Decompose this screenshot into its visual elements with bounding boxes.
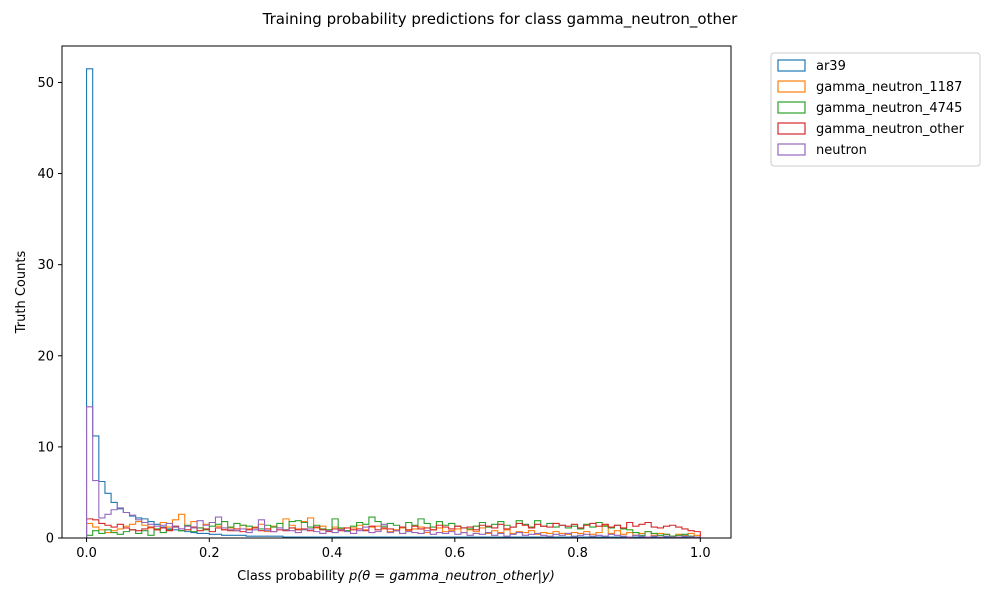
- series-gamma_neutron_other: [86, 518, 701, 538]
- x-tick-label: 0.0: [76, 546, 97, 561]
- x-tick-label: 1.0: [690, 546, 711, 561]
- series-gamma_neutron_4745: [86, 516, 701, 538]
- y-tick-label: 30: [37, 258, 54, 273]
- plot-frame: [61, 45, 732, 539]
- series-neutron: [86, 406, 701, 538]
- x-axis-label: Class probability p(θ = gamma_neutron_ot…: [237, 569, 555, 584]
- x-axis-label-math: p(θ = gamma_neutron_other|y): [348, 569, 555, 584]
- y-tick-label: 50: [37, 76, 54, 91]
- x-tick-label: 0.6: [444, 546, 465, 561]
- legend-label-neutron: neutron: [816, 143, 867, 158]
- legend: ar39 gamma_neutron_1187 gamma_neutron_4745…: [770, 52, 981, 167]
- legend-label-gamma_neutron_other: gamma_neutron_other: [816, 122, 965, 137]
- y-tick-label: 40: [37, 167, 54, 182]
- x-tick-label: 0.2: [199, 546, 220, 561]
- y-tick-label: 10: [37, 440, 54, 455]
- legend-swatch-gamma_neutron_other: [777, 122, 806, 135]
- x-tick-label: 0.8: [567, 546, 588, 561]
- y-tick-label: 20: [37, 349, 54, 364]
- legend-swatch-gamma_neutron_4745: [777, 101, 806, 114]
- legend-label-gamma_neutron_1187: gamma_neutron_1187: [816, 80, 962, 95]
- legend-swatch-ar39: [777, 59, 806, 72]
- y-axis: 0 10 20 30 40 50: [37, 76, 62, 547]
- series-group: [86, 68, 701, 538]
- legend-swatch-neutron: [777, 143, 806, 156]
- x-axis: 0.0 0.2 0.4 0.6 0.8 1.0: [76, 538, 711, 561]
- x-axis-label-prefix: Class probability: [237, 569, 349, 584]
- x-tick-label: 0.4: [322, 546, 343, 561]
- y-tick-label: 0: [46, 532, 54, 547]
- series-ar39: [86, 68, 701, 538]
- chart-title: Training probability predictions for cla…: [262, 10, 739, 29]
- legend-box: [770, 52, 981, 167]
- y-axis-label: Truth Counts: [14, 251, 29, 335]
- legend-label-ar39: ar39: [816, 59, 846, 74]
- legend-label-gamma_neutron_4745: gamma_neutron_4745: [816, 101, 962, 116]
- legend-swatch-gamma_neutron_1187: [777, 80, 806, 93]
